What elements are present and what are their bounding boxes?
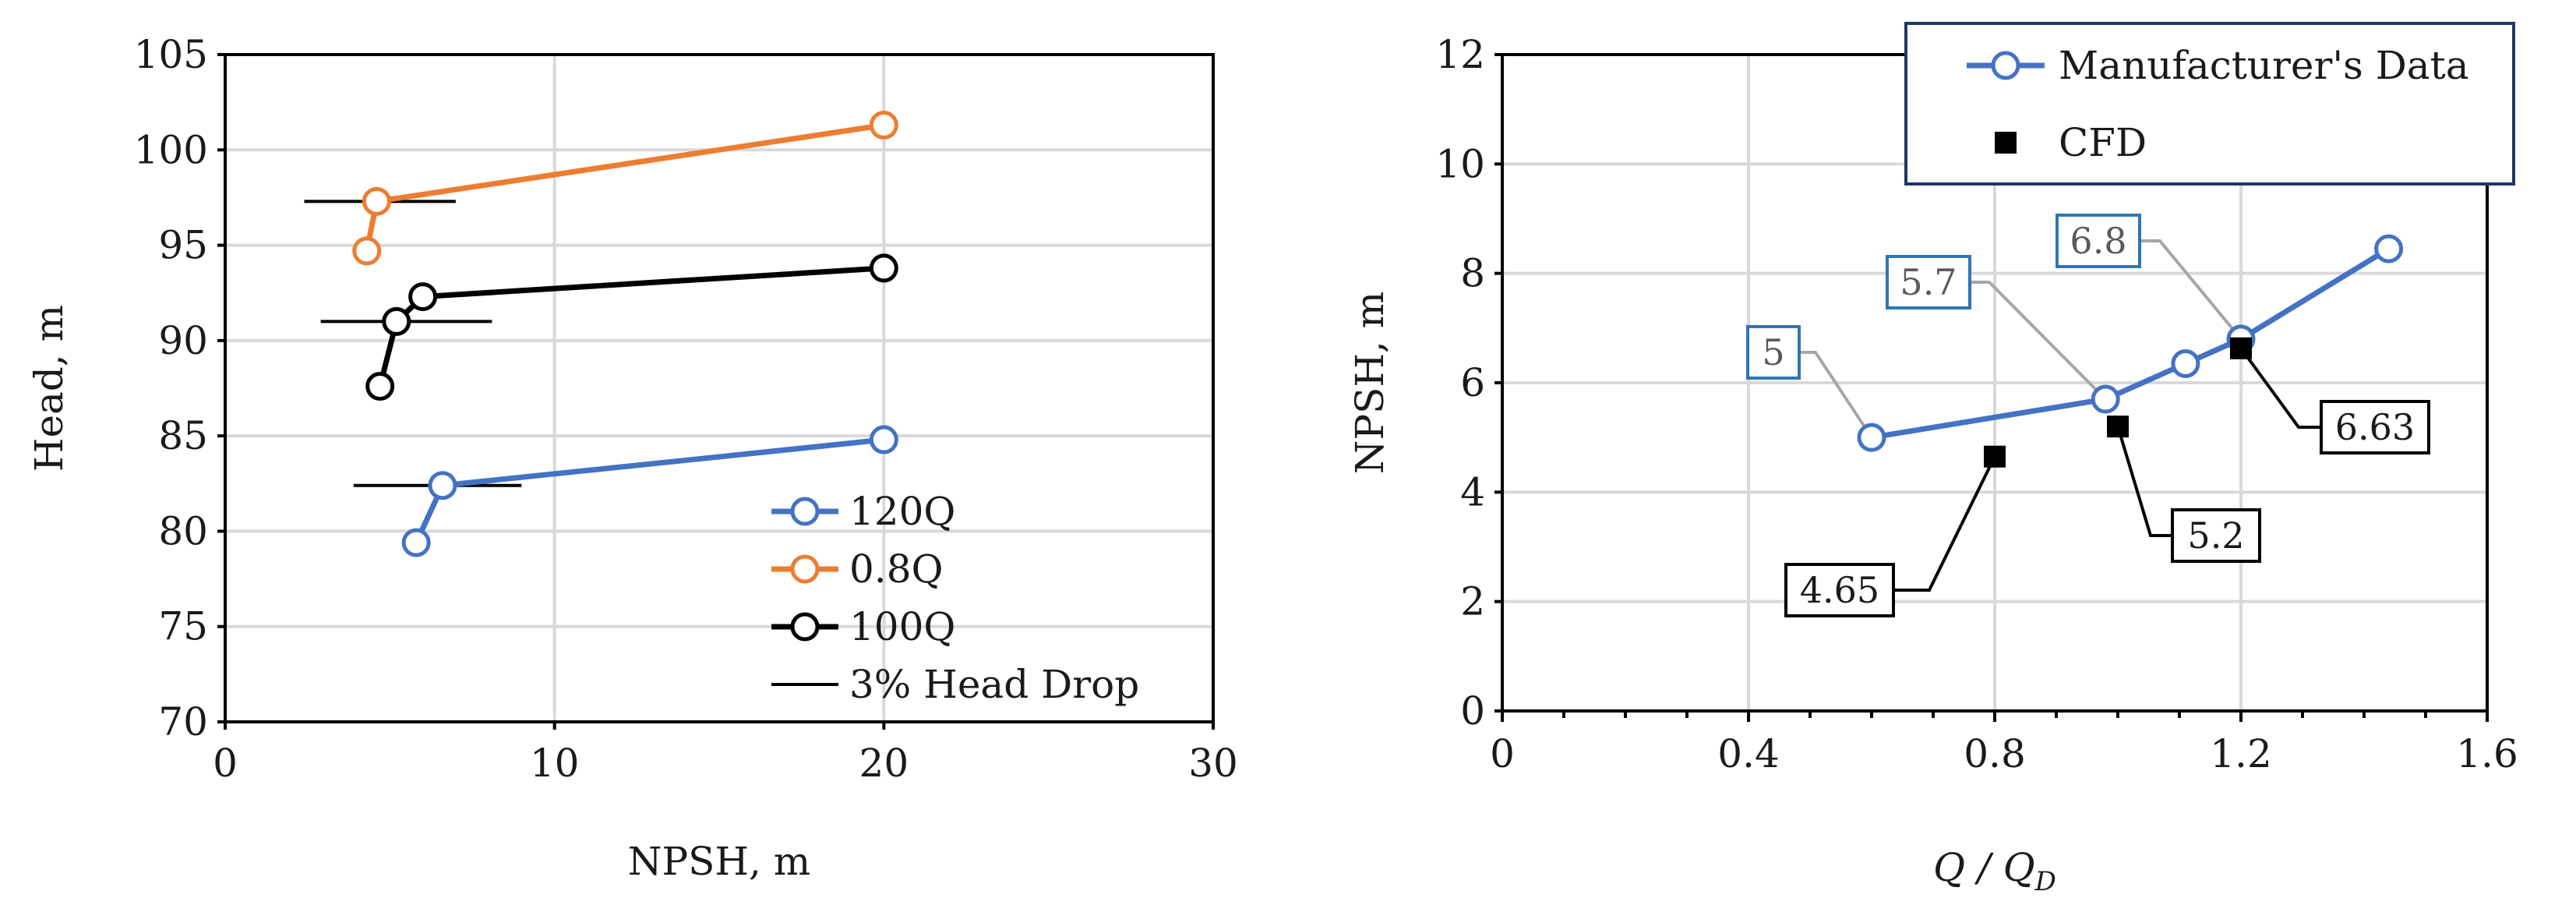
x-tick-label: 30: [1188, 741, 1238, 786]
legend-label: 120Q: [849, 489, 955, 534]
callout-box: [1886, 255, 1971, 309]
y-tick-label: 75: [158, 604, 208, 649]
chart-head-vs-npsh: 0 10 20 30 70 75 80 85 90 95 100 105 NPSH, m Head, m 1…: [26, 32, 1238, 884]
data-point-120Q: [869, 425, 898, 454]
x-tick-label: 20: [859, 741, 909, 786]
x-tick-label: 1.2: [2210, 731, 2272, 776]
y-tick-label: 4: [1460, 469, 1485, 515]
callout-box: [1746, 325, 1801, 380]
legend-label: 100Q: [849, 604, 955, 649]
callout-leader: [1970, 281, 2107, 401]
data-point-manufacturers-data: [1857, 423, 1886, 452]
legend-label: 3% Head Drop: [849, 662, 1139, 707]
y-tick-label: 8: [1460, 251, 1485, 296]
legend-marker-100Q: [790, 612, 820, 642]
x-tick-label: 0.8: [1964, 731, 2026, 776]
data-point-cfd: [2230, 337, 2252, 359]
x-axis-title: NPSH, m: [628, 839, 810, 884]
data-point-120Q: [401, 528, 431, 557]
x-axis-title: Q / QD: [1933, 845, 2056, 897]
legend-marker-120Q: [790, 497, 820, 526]
callout-box: [2171, 508, 2261, 563]
data-point-cfd: [2107, 416, 2129, 438]
y-tick-label: 105: [134, 32, 208, 77]
callout-leader: [2140, 239, 2243, 341]
x-tick-label: 0.4: [1717, 731, 1780, 776]
y-tick-label: 6: [1460, 360, 1485, 405]
callout-label: 4.65: [1800, 569, 1879, 611]
chart-npsh-vs-flow-ratio: 0 0.4 0.8 1.2 1.6 0 2 4 6 8 10 12 Q / QD NPSH, m 5 5.7 6…: [1347, 22, 2518, 897]
x-axis-title-subscript: D: [2034, 866, 2056, 897]
data-point-0.8Q: [352, 236, 382, 266]
callout-label: 6.8: [2070, 220, 2126, 262]
legend: Manufacturer's Data CFD: [1904, 22, 2515, 186]
series-line-100Q: [377, 265, 884, 387]
series-line-120Q: [413, 437, 884, 544]
y-tick-label: 95: [158, 223, 208, 268]
callout-label: 5.7: [1900, 261, 1957, 303]
callout-box: [2320, 400, 2430, 454]
data-point-120Q: [428, 471, 457, 500]
plot-frame: [224, 53, 1215, 723]
x-tick-label: 1.6: [2456, 731, 2518, 776]
y-tick-label: 0: [1460, 688, 1485, 734]
callout-label: 6.63: [2335, 406, 2415, 448]
data-point-100Q: [382, 306, 411, 336]
legend-label: Manufacturer's Data: [2059, 43, 2469, 88]
data-point-100Q: [365, 372, 395, 401]
y-axis-title: NPSH, m: [1347, 292, 1392, 474]
y-tick-label: 70: [158, 699, 208, 744]
y-tick-label: 2: [1460, 579, 1485, 624]
data-point-cfd: [1984, 445, 2006, 468]
x-tick-label: 10: [530, 741, 580, 786]
y-tick-label: 100: [134, 127, 208, 172]
legend-label: 0.8Q: [849, 546, 944, 592]
legend-marker-cfd: [1995, 132, 2017, 154]
legend-label: CFD: [2059, 120, 2147, 165]
callout-leader: [2239, 347, 2321, 429]
callout-box: [1784, 563, 1895, 617]
legend: 120Q 0.8Q 100Q 3% Head Drop: [771, 489, 1139, 707]
x-axis-title-main: Q / Q: [1933, 845, 2035, 890]
y-axis-title: Head, m: [26, 305, 72, 472]
y-tick-label: 80: [158, 508, 208, 553]
y-tick-label: 90: [158, 318, 208, 363]
callout-leader: [1893, 455, 1996, 592]
data-point-100Q: [408, 282, 438, 312]
x-tick-label: 0: [1490, 731, 1515, 776]
callout-label: 5: [1762, 331, 1784, 373]
callout-label: 5.2: [2187, 515, 2244, 557]
legend-box: [1904, 22, 2515, 186]
y-tick-label: 10: [1435, 141, 1485, 186]
legend-marker-manufacturers-data: [1991, 51, 2020, 80]
callout-leader: [1799, 351, 1873, 439]
y-tick-label: 85: [158, 413, 208, 458]
data-point-0.8Q: [869, 110, 898, 140]
series-line-0.8Q: [364, 122, 884, 252]
callout-box: [2056, 214, 2141, 268]
data-point-0.8Q: [362, 186, 391, 216]
callout-leader: [2116, 426, 2172, 537]
data-point-manufacturers-data: [2091, 384, 2120, 414]
data-point-100Q: [869, 253, 898, 283]
y-tick-label: 12: [1435, 32, 1485, 77]
data-point-manufacturers-data: [2171, 348, 2200, 378]
legend-marker-0.8Q: [790, 554, 820, 584]
x-tick-label: 0: [213, 741, 238, 786]
data-point-manufacturers-data: [2374, 234, 2404, 263]
